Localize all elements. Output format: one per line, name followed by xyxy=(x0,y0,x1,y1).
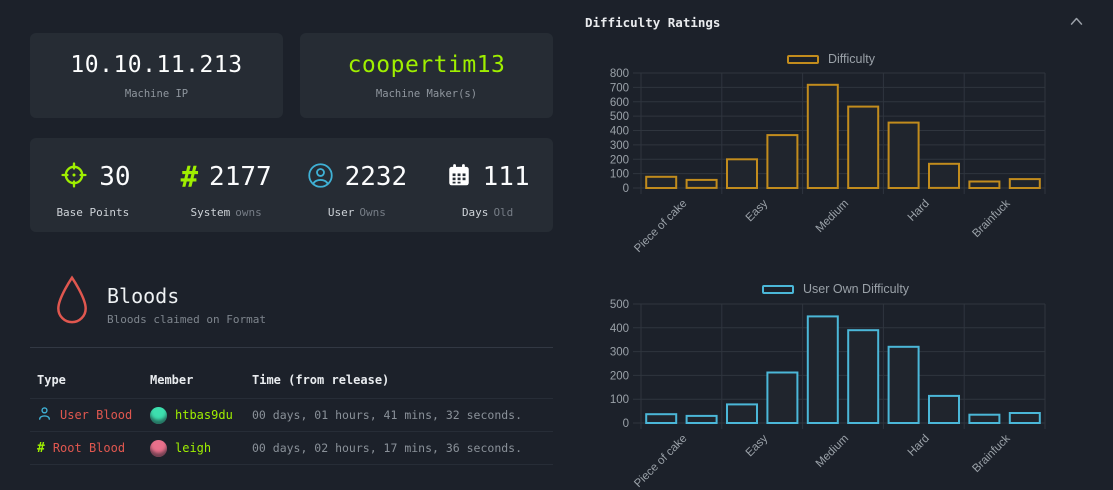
blood-type-label: Root Blood xyxy=(52,441,126,455)
hash-icon: # xyxy=(180,159,199,194)
machine-ip-card: 10.10.11.213 Machine IP xyxy=(30,33,283,118)
user-own-difficulty-chart: 0 100 200 300 400 500 Piece of cake Easy Medium H… xyxy=(610,299,1046,490)
svg-text:500: 500 xyxy=(610,299,629,311)
blood-time: 00 days, 01 hours, 41 mins, 32 seconds. xyxy=(252,408,523,422)
table-row-root-blood: # Root Blood leigh 00 days, 02 hours, 17… xyxy=(30,432,553,465)
machine-maker-name[interactable]: coopertim13 xyxy=(347,51,506,78)
svg-text:200: 200 xyxy=(610,154,629,166)
system-owns-label: System xyxy=(190,206,231,219)
base-points-label: Base Points xyxy=(56,206,130,219)
difficulty-chart: 0 100 200 300 400 500 600 700 800 Piece of cake Ea… xyxy=(610,68,1046,255)
user-icon xyxy=(37,406,52,424)
user-owns-label: User xyxy=(327,206,355,219)
bloods-subtitle: Bloods claimed on Format xyxy=(107,313,266,326)
user-icon xyxy=(307,162,334,193)
blood-drop-icon xyxy=(52,272,92,334)
svg-text:100: 100 xyxy=(610,394,629,406)
chevron-up-icon xyxy=(1069,15,1084,30)
collapse-panel-button[interactable] xyxy=(1062,10,1090,34)
difficulty-legend[interactable]: Difficulty xyxy=(787,52,875,66)
svg-text:600: 600 xyxy=(610,97,629,109)
legend-label-difficulty: Difficulty xyxy=(828,52,876,66)
member-name[interactable]: leigh xyxy=(175,441,212,455)
svg-text:400: 400 xyxy=(610,323,629,335)
machine-ip-value: 10.10.11.213 xyxy=(70,51,243,78)
svg-text:Brainfuck: Brainfuck xyxy=(970,197,1013,240)
user-owns-value: 2232 xyxy=(344,162,408,192)
stat-base-points: 30 Base Points xyxy=(30,138,161,232)
svg-text:400: 400 xyxy=(610,126,629,138)
table-row-user-blood: User Blood htbas9du 00 days, 01 hours, 4… xyxy=(30,399,553,432)
machine-ip-label: Machine IP xyxy=(124,87,189,100)
bloods-table: Type Member Time (from release) User Blo… xyxy=(30,362,553,465)
legend-marker-user-own-difficulty xyxy=(762,284,794,294)
svg-text:100: 100 xyxy=(610,169,629,181)
column-header-member: Member xyxy=(150,373,194,387)
svg-text:0: 0 xyxy=(623,418,629,430)
hash-icon: # xyxy=(37,440,45,456)
stat-system-owns: # 2177 System owns xyxy=(180,159,272,219)
machine-stats-card: 30 Base Points # 2177 System owns xyxy=(30,138,553,232)
svg-text:500: 500 xyxy=(610,111,629,123)
member-name[interactable]: htbas9du xyxy=(175,408,233,422)
stat-user-owns: 2232 User Owns xyxy=(292,138,423,232)
system-owns-value: 2177 xyxy=(209,162,272,192)
blood-time: 00 days, 02 hours, 17 mins, 36 seconds. xyxy=(252,441,523,455)
svg-text:Brainfuck: Brainfuck xyxy=(970,432,1013,475)
svg-text:Piece of cake: Piece of cake xyxy=(632,198,689,255)
legend-marker-difficulty xyxy=(787,54,819,64)
avatar xyxy=(150,439,167,457)
bloods-title: Bloods xyxy=(107,284,180,308)
svg-text:Medium: Medium xyxy=(814,433,851,470)
svg-text:Medium: Medium xyxy=(814,198,851,235)
stat-days-old: 111 Days Old xyxy=(422,138,553,232)
machine-maker-card: coopertim13 Machine Maker(s) xyxy=(300,33,553,118)
svg-text:200: 200 xyxy=(610,370,629,382)
machine-maker-label: Machine Maker(s) xyxy=(375,87,478,100)
svg-text:Piece of cake: Piece of cake xyxy=(632,433,689,490)
days-old-value: 111 xyxy=(482,162,530,192)
svg-text:Easy: Easy xyxy=(744,432,771,459)
svg-text:Hard: Hard xyxy=(906,433,932,459)
bloods-table-header: Type Member Time (from release) xyxy=(30,362,553,399)
svg-text:300: 300 xyxy=(610,347,629,359)
calendar-icon xyxy=(446,162,472,192)
bloods-divider xyxy=(30,347,553,348)
svg-text:300: 300 xyxy=(610,140,629,152)
target-icon xyxy=(60,161,88,193)
svg-text:Hard: Hard xyxy=(906,198,932,224)
difficulty-ratings-title: Difficulty Ratings xyxy=(585,15,721,30)
avatar xyxy=(150,406,167,424)
svg-text:0: 0 xyxy=(623,183,629,195)
days-old-label: Days xyxy=(461,206,489,219)
base-points-value: 30 xyxy=(99,162,131,192)
legend-label-user-own-difficulty: User Own Difficulty xyxy=(803,282,910,296)
svg-text:700: 700 xyxy=(610,82,629,94)
column-header-type: Type xyxy=(37,373,66,387)
svg-text:Easy: Easy xyxy=(744,197,771,224)
user-own-difficulty-legend[interactable]: User Own Difficulty xyxy=(762,282,909,296)
column-header-time: Time (from release) xyxy=(252,373,390,387)
blood-type-label: User Blood xyxy=(60,408,133,422)
svg-text:800: 800 xyxy=(610,68,629,80)
